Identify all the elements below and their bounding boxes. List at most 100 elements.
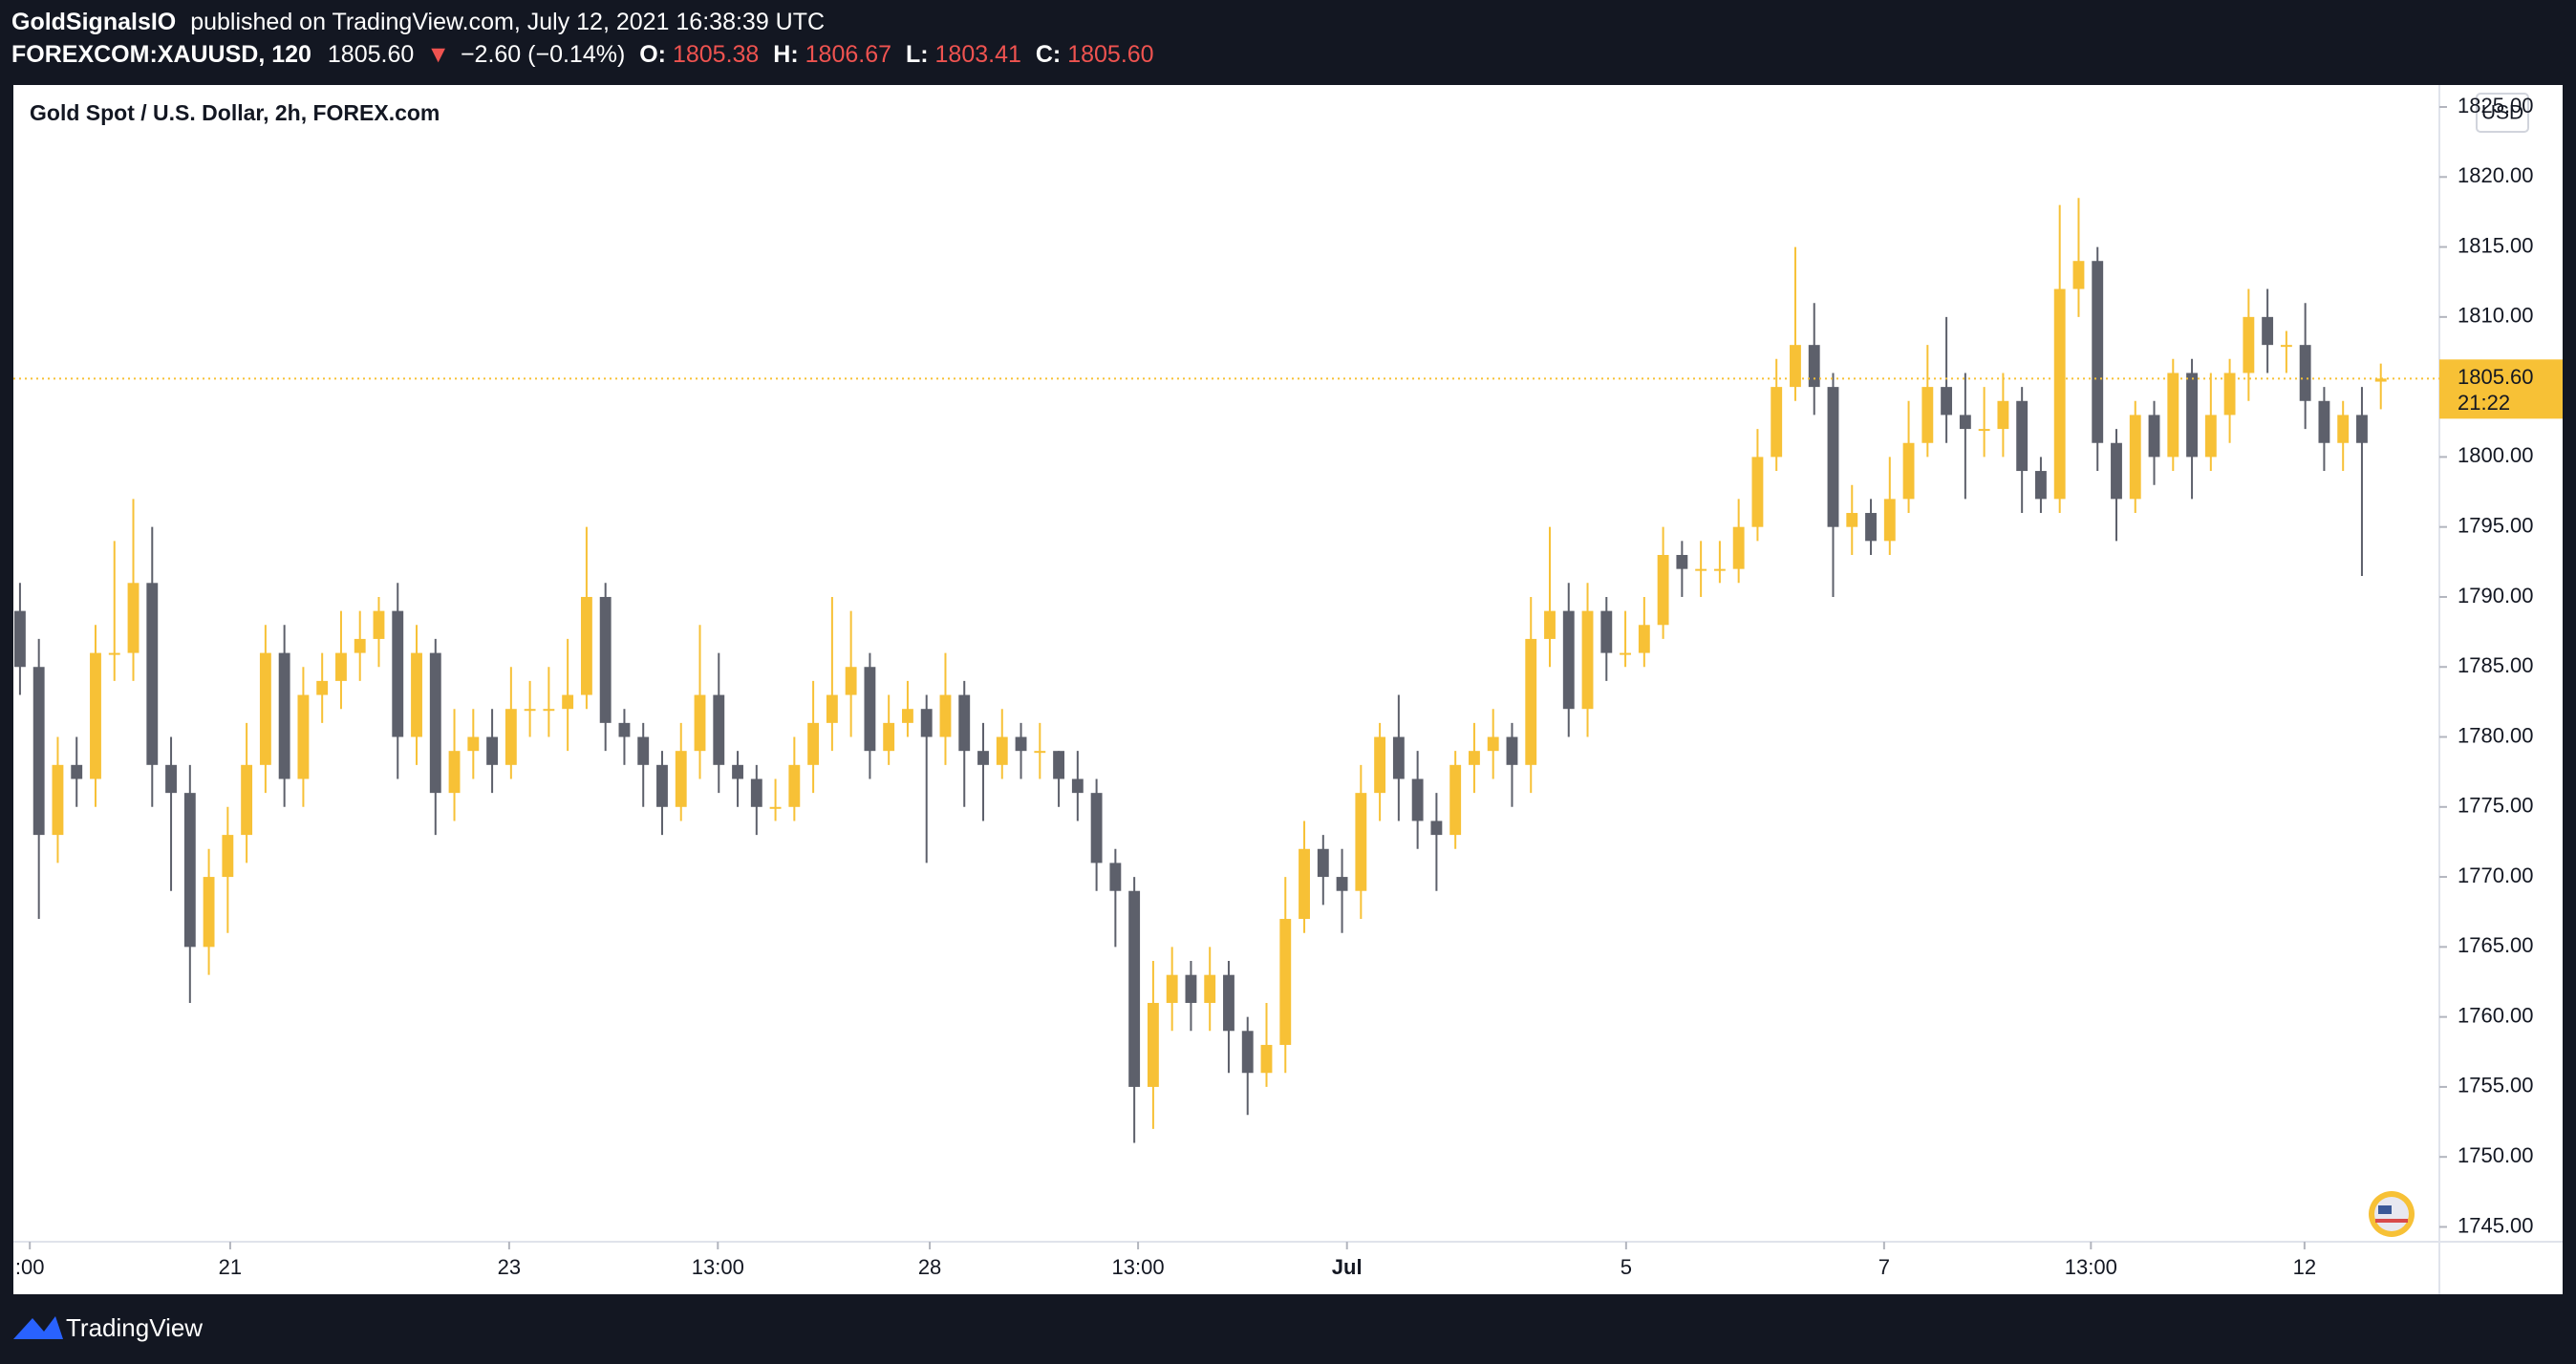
author: GoldSignalsIO [11, 9, 176, 35]
o-label: O: [639, 41, 666, 68]
h-label: H: [773, 41, 798, 68]
candle-body [1657, 554, 1669, 626]
chart-title: Gold Spot / U.S. Dollar, 2h, FOREX.com [30, 100, 440, 125]
candle-body [2204, 415, 2217, 458]
flag-stripe [2375, 1219, 2408, 1223]
candle-body [1865, 513, 1877, 542]
candle-body [1374, 736, 1386, 794]
candle-body [1241, 1031, 1254, 1074]
candle-body [524, 709, 536, 712]
candle-body [1034, 751, 1046, 754]
candle-body [1525, 638, 1537, 765]
y-tick-label: 1750.00 [2458, 1143, 2534, 1167]
l-label: L: [906, 41, 929, 68]
x-tick-label: 21 [219, 1255, 242, 1279]
candle-body [146, 583, 159, 765]
x-tick-label: 13:00 [2065, 1255, 2117, 1279]
x-tick-label: 7 [1878, 1255, 1890, 1279]
candle-body [165, 764, 177, 794]
candle-body [1620, 652, 1631, 655]
candle-body [920, 709, 933, 737]
candle-body [297, 694, 310, 779]
candle-body [1544, 610, 1556, 639]
candle-body [1600, 610, 1613, 653]
candle-body [373, 610, 385, 639]
candle-body [788, 764, 801, 807]
candle-body [1071, 778, 1084, 794]
candle-body [656, 764, 668, 807]
candle-body [1204, 974, 1216, 1003]
footer-logo [13, 1316, 63, 1339]
candle-body [1827, 387, 1839, 527]
candle-body [241, 764, 253, 836]
footer-brand: TradingView [66, 1313, 203, 1342]
candle-body [203, 877, 215, 948]
published: published on TradingView.com, July 12, 2… [190, 9, 825, 35]
change-arrow: ▼ [426, 41, 450, 68]
h-value: 1806.67 [805, 41, 891, 68]
price: 1805.60 [328, 41, 414, 68]
candle-body [2111, 442, 2122, 500]
candle-body [467, 736, 480, 752]
candle-body [543, 709, 555, 712]
c-value: 1805.60 [1067, 41, 1153, 68]
candle-body [52, 764, 64, 836]
candle-body [2280, 345, 2292, 348]
candle-body [1581, 610, 1594, 710]
candle-body [845, 667, 857, 695]
l-value: 1803.41 [935, 41, 1021, 68]
candle-body [1109, 863, 1122, 891]
y-tick-label: 1815.00 [2458, 233, 2534, 257]
candle-body [1883, 499, 1896, 542]
currency: USD [2481, 102, 2523, 124]
candle-body [222, 835, 234, 878]
candle-body [1260, 1044, 1273, 1074]
candle-body [2299, 345, 2311, 401]
candle-body [1336, 877, 1348, 891]
flag-canton [2378, 1205, 2392, 1214]
candle-body [2374, 378, 2387, 382]
y-tick-label: 1775.00 [2458, 794, 2534, 818]
candle-body [504, 709, 517, 765]
candle-body [1279, 919, 1292, 1045]
candle-body [599, 596, 612, 723]
candle-body [1166, 974, 1178, 1003]
y-tick-label: 1800.00 [2458, 443, 2534, 467]
x-tick-label: 13:00 [1112, 1255, 1165, 1279]
candle-body [618, 722, 631, 737]
candle-body [90, 652, 101, 779]
candle-body [1790, 345, 1801, 388]
y-tick-label: 1770.00 [2458, 863, 2534, 887]
flag-icon [2369, 1191, 2415, 1237]
candle-body [769, 806, 782, 809]
candle-body [32, 667, 45, 836]
c-label: C: [1036, 41, 1061, 68]
candle-body [883, 722, 895, 752]
candle-body [13, 610, 26, 668]
candle-body [1751, 457, 1764, 527]
candle-body [108, 652, 120, 655]
candle-body [958, 694, 971, 752]
y-tick-label: 1745.00 [2458, 1213, 2534, 1237]
logo-mark [13, 1316, 63, 1339]
candle-body [1676, 554, 1688, 569]
candle-body [1978, 429, 1990, 432]
candle-body [1430, 821, 1443, 836]
candle-body [1128, 890, 1141, 1087]
y-tick-label: 1755.00 [2458, 1074, 2534, 1098]
candle-body [486, 736, 499, 765]
candle-body [316, 680, 329, 695]
candle-body [562, 694, 574, 710]
x-tick-label: 28 [918, 1255, 941, 1279]
candle-body [127, 583, 140, 653]
candle-body [2034, 471, 2047, 500]
candle-body [354, 638, 366, 653]
candle-body [2262, 316, 2274, 346]
candle-body [71, 764, 83, 779]
candle-body [580, 596, 592, 695]
candle-body [183, 793, 196, 948]
currency-badge[interactable] [2476, 93, 2529, 133]
candle-body [977, 751, 989, 765]
candle-body [1506, 736, 1518, 765]
